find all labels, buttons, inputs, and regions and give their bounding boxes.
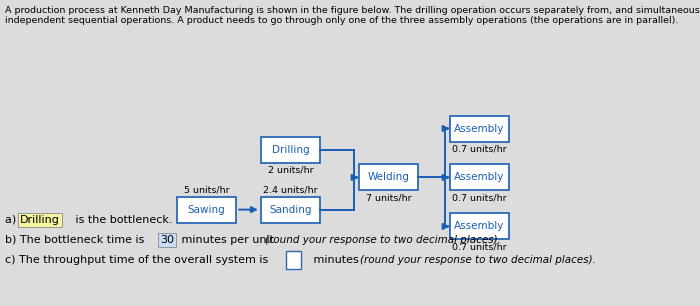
Text: Assembly: Assembly	[454, 222, 505, 231]
FancyBboxPatch shape	[450, 165, 510, 190]
FancyBboxPatch shape	[260, 137, 321, 163]
Text: minutes: minutes	[310, 255, 363, 265]
Text: Sawing: Sawing	[188, 205, 225, 215]
Text: (round your response to two decimal places).: (round your response to two decimal plac…	[360, 255, 596, 265]
Text: 0.7 units/hr: 0.7 units/hr	[452, 193, 507, 203]
Text: 0.7 units/hr: 0.7 units/hr	[452, 242, 507, 252]
Text: 0.7 units/hr: 0.7 units/hr	[452, 144, 507, 154]
FancyBboxPatch shape	[450, 214, 510, 239]
FancyBboxPatch shape	[450, 115, 510, 141]
Text: 2.4 units/hr: 2.4 units/hr	[263, 186, 318, 195]
Text: minutes per unit: minutes per unit	[178, 235, 277, 245]
Text: Assembly: Assembly	[454, 124, 505, 133]
Text: A production process at Kenneth Day Manufacturing is shown in the figure below. : A production process at Kenneth Day Manu…	[5, 6, 700, 15]
Text: a): a)	[5, 215, 20, 225]
FancyBboxPatch shape	[359, 165, 419, 190]
Text: is the bottleneck.: is the bottleneck.	[72, 215, 172, 225]
Text: (round your response to two decimal places).: (round your response to two decimal plac…	[265, 235, 501, 245]
FancyBboxPatch shape	[260, 197, 321, 223]
Text: c) The throughput time of the overall system is: c) The throughput time of the overall sy…	[5, 255, 272, 265]
Text: 30: 30	[160, 235, 174, 245]
Text: 2 units/hr: 2 units/hr	[267, 166, 314, 175]
Text: 5 units/hr: 5 units/hr	[183, 186, 230, 195]
Text: Drilling: Drilling	[20, 215, 60, 225]
Text: 7 units/hr: 7 units/hr	[365, 193, 412, 203]
Text: Assembly: Assembly	[454, 173, 505, 182]
Text: b) The bottleneck time is: b) The bottleneck time is	[5, 235, 148, 245]
Text: independent sequential operations. A product needs to go through only one of the: independent sequential operations. A pro…	[5, 16, 678, 25]
FancyBboxPatch shape	[176, 197, 237, 223]
Text: Drilling: Drilling	[272, 145, 309, 155]
Text: Sanding: Sanding	[270, 205, 312, 215]
Text: Welding: Welding	[368, 173, 409, 182]
